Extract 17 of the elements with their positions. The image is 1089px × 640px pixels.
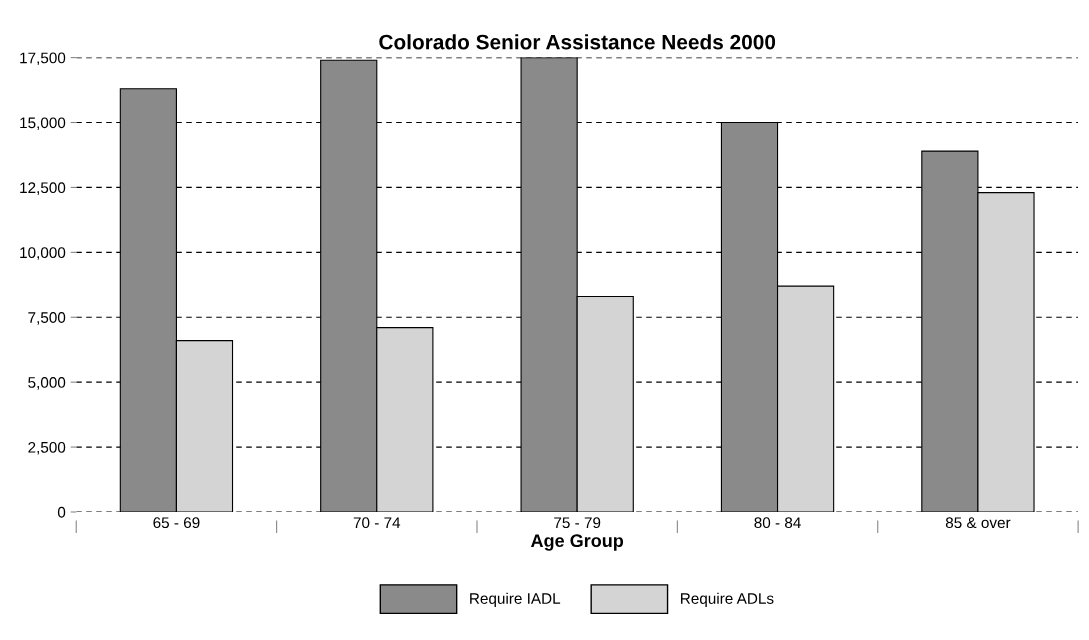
y-tick-label: 15,000 [20, 117, 66, 131]
y-tick-label: 17,500 [20, 52, 66, 66]
x-tick-label: 80 - 84 [754, 517, 801, 529]
chart-title: Colorado Senior Assistance Needs 2000 [379, 34, 776, 50]
x-tick-label: 70 - 74 [353, 517, 401, 529]
legend-label: Require ADLs [681, 592, 774, 607]
y-tick-label: 12,500 [20, 182, 66, 195]
y-tick-label: 2,500 [28, 441, 66, 455]
y-tick-label: 0 [57, 506, 66, 518]
y-tick-label: 10,000 [20, 247, 66, 260]
y-tick-label: 7,500 [28, 312, 66, 325]
x-tick-label: 85 & over [945, 517, 1011, 529]
x-tick-label: 65 - 69 [153, 517, 200, 529]
legend-label: Require IADL [470, 592, 561, 607]
x-tick-label: 75 - 79 [554, 517, 601, 529]
y-tick-label: 5,000 [28, 377, 66, 390]
x-axis-title: Age Group [530, 534, 624, 551]
